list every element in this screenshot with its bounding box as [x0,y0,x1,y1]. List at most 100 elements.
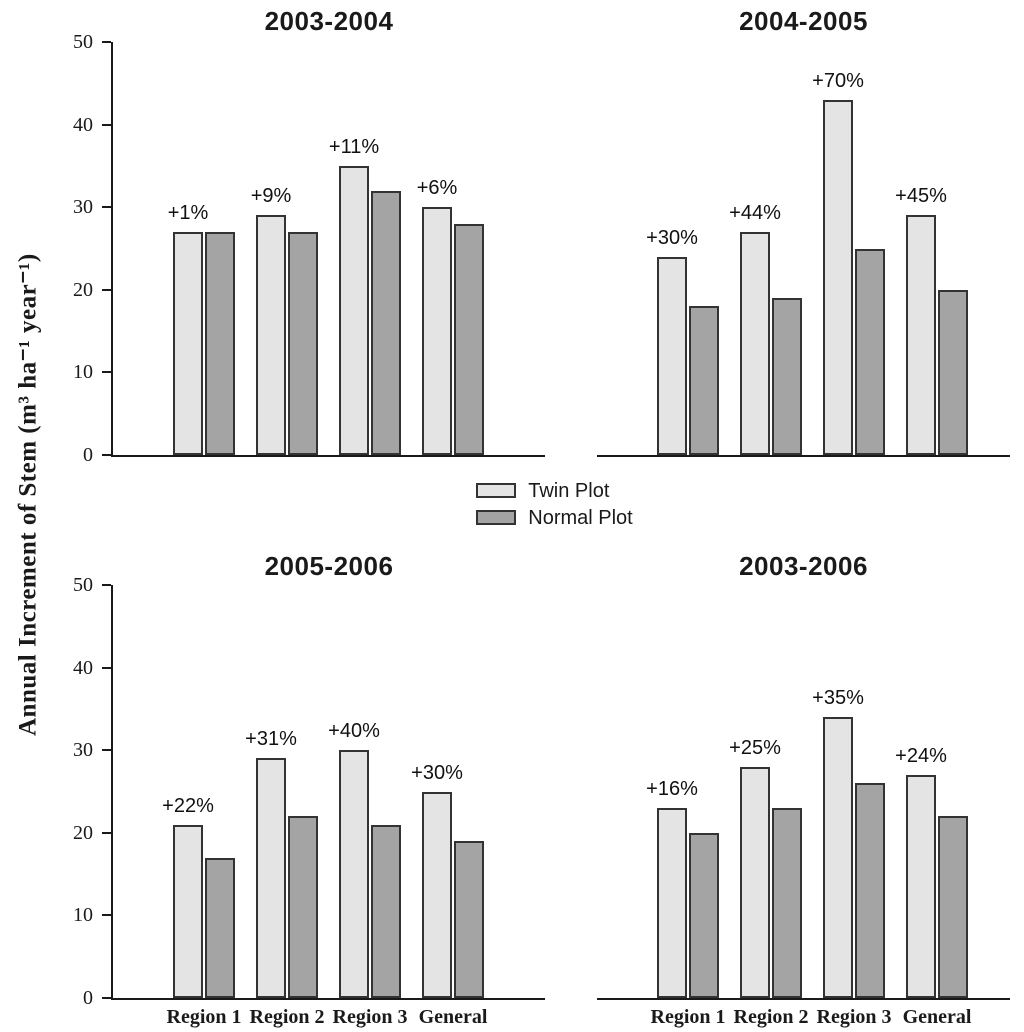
twin-plot-bar [339,165,369,455]
percent-label: +1% [167,201,209,224]
twin-plot-bar [339,750,369,998]
bottom-panel-row: 2005-2006 0 10 20 30 40 50 +22% +31% +40% +30% Re… [73,551,1024,1032]
panel-title: 2003-2004 [264,6,394,36]
bar-group-Region 1: +30% [646,42,719,455]
bar-group-Region 3: +35% [812,585,885,998]
bar-group-Region 1: +16% [646,585,719,998]
bar-group-Region 3: +40% [328,585,401,998]
y-tick-label: 30 [73,739,93,762]
y-tick-label: 0 [83,987,93,1009]
normal-plot-bar [938,289,968,455]
plot-area: 0 10 20 30 40 50 +1% +9% +11% +6% [73,31,545,466]
percent-label: +31% [245,728,297,751]
twin-plot-bar [906,774,936,998]
x-axis-labels: Region 1 Region 2 Region 3 General [113,1000,545,1032]
normal-plot-bar [689,306,719,455]
twin-plot-bar [823,99,853,455]
normal-plot-bar [772,298,802,455]
normal-plot-bar [288,231,318,455]
panel-title: 2005-2006 [264,551,394,581]
percent-label: +70% [812,69,864,92]
bar-group-Region 1: +1% [168,42,235,455]
y-tick-label: 30 [73,196,93,219]
y-tick-label: 40 [73,113,93,136]
y-tick-label: 10 [73,361,93,384]
y-tick [102,206,111,209]
y-tick [102,749,111,752]
y-tick-label: 0 [83,444,93,466]
bar-group-Region 3: +11% [329,42,401,455]
normal-plot-bar [689,832,719,998]
percent-label: +6% [416,177,458,200]
percent-label: +22% [162,794,214,817]
percent-label: +40% [328,720,380,743]
y-tick [102,831,111,834]
top-panel-row: 2003-2004 0 10 20 30 40 50 +1% +9% +11% +6% 2004-… [73,0,1024,466]
percent-label: +9% [250,185,292,208]
bar-group-General: +24% [895,585,968,998]
y-tick-label: 20 [73,821,93,844]
normal-plot-bar [371,824,401,998]
percent-label: +16% [646,778,698,801]
y-tick-label: 40 [73,656,93,679]
twin-plot-bar [823,717,853,998]
panel-title: 2003-2006 [739,551,868,581]
panel-2004-2005: 2004-2005 +30% +44% +70% +45% [597,0,1010,457]
y-tick [102,123,111,126]
twin-plot-bar [422,791,452,998]
normal-plot-bar [288,816,318,998]
y-tick-label: 50 [73,574,93,596]
y-tick [102,997,111,999]
y-tick [102,584,111,586]
x-axis-label-Region 1: Region 1 [166,1006,242,1028]
percent-label: +35% [812,687,864,710]
bar-group-Region 2: +44% [729,42,802,455]
x-axis-label-Region 3: Region 3 [816,1006,892,1028]
plot-area: 0 10 20 30 40 50 +22% +31% +40% +30% [73,574,545,1009]
normal-plot-swatch [476,510,517,525]
legend-label: Normal Plot [528,506,633,529]
normal-plot-bar [772,808,802,998]
x-axis-label-Region 1: Region 1 [650,1006,726,1028]
plot-area: +16% +25% +35% +24% [597,585,1010,1000]
normal-plot-bar [205,857,235,998]
twin-plot-bar [173,231,203,455]
panel-2005-2006: 2005-2006 0 10 20 30 40 50 +22% +31% +40% +30% Re… [73,551,545,1032]
panel-2003-2006: 2003-2006 +16% +25% +35% +24% Region 1 Regio… [597,551,1010,1032]
percent-label: +44% [729,201,781,224]
twin-plot-bar [422,207,452,455]
twin-plot-bar [740,766,770,998]
bar-group-General: +6% [417,42,484,455]
chart-area: 2003-2004 0 10 20 30 40 50 +1% +9% +11% +6% 2004-… [73,0,1024,1032]
twin-plot-swatch [476,483,517,498]
legend-item-twin-plot: Twin Plot [476,480,632,502]
legend-label: Twin Plot [528,479,610,502]
bar-group-General: +30% [411,585,484,998]
x-axis-label-Region 3: Region 3 [332,1006,408,1028]
percent-label: +45% [895,185,947,208]
y-tick [102,914,111,917]
normal-plot-bar [454,223,484,455]
x-axis-label-Region 2: Region 2 [733,1006,809,1028]
bar-group-General: +45% [895,42,968,455]
x-axis-label-General: General [418,1006,488,1028]
legend-container: Twin Plot Normal Plot [113,457,1024,551]
twin-plot-bar [906,215,936,455]
panel-2003-2004: 2003-2004 0 10 20 30 40 50 +1% +9% +11% +6% [73,0,545,466]
y-tick-label: 50 [73,31,93,53]
bar-group-Region 2: +31% [245,585,318,998]
bar-group-Region 2: +25% [729,585,802,998]
percent-label: +30% [411,761,463,784]
normal-plot-bar [938,816,968,998]
legend-item-normal-plot: Normal Plot [476,506,633,529]
twin-plot-bar [657,256,687,455]
panel-gap [545,551,597,1032]
twin-plot-bar [173,824,203,998]
y-tick [102,371,111,374]
panel-gap [545,0,597,457]
normal-plot-bar [855,248,885,455]
y-tick [102,41,111,43]
y-axis-title: Annual Increment of Stem (m³ ha⁻¹ year⁻¹… [14,253,42,736]
percent-label: +11% [328,135,380,158]
